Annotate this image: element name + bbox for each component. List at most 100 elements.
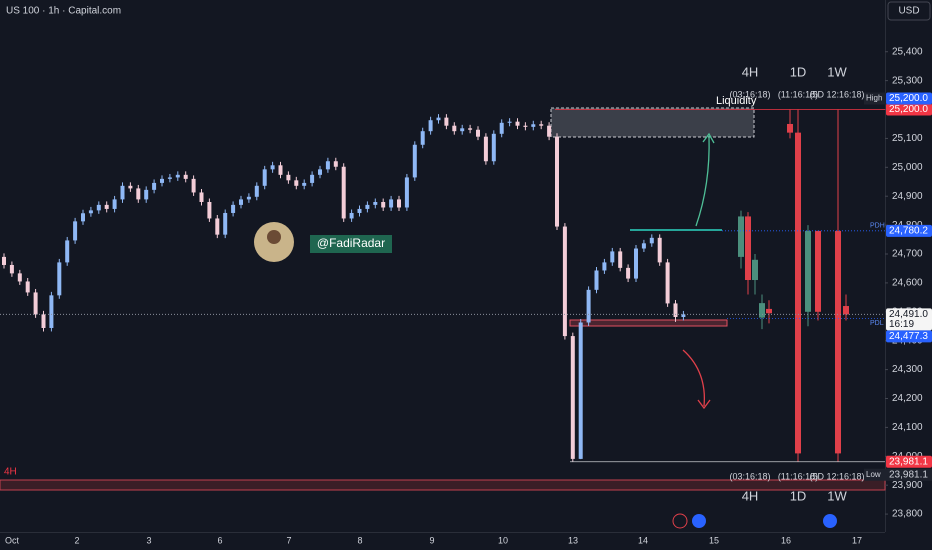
countdown: (03:16:18) (729, 89, 770, 99)
candle-body (246, 196, 251, 200)
event-icon[interactable] (692, 514, 706, 528)
candle-body (626, 267, 631, 279)
candle-body (389, 199, 394, 208)
candle-body (191, 178, 196, 193)
price-tag (886, 103, 932, 116)
candle-body (507, 121, 512, 123)
candle-body (152, 182, 157, 190)
candle-body (555, 136, 559, 227)
candle-body (96, 204, 101, 211)
candle-body (262, 169, 267, 186)
candle-body (523, 125, 528, 127)
y-tick-label: 24,600 (892, 278, 923, 289)
candle-body (199, 192, 204, 202)
candle-body (57, 262, 62, 296)
y-tick-label: 24,100 (892, 422, 923, 433)
candle-body (404, 177, 409, 208)
level-name: PDL (870, 320, 884, 327)
candle-body (452, 125, 457, 132)
currency[interactable]: USD (898, 6, 919, 17)
timeframe-label: 4H (742, 488, 759, 503)
candle-body (318, 169, 322, 175)
candle-body (436, 117, 441, 121)
price-tag (886, 330, 932, 343)
x-tick-label: 8 (357, 535, 362, 545)
candle-body (759, 303, 765, 318)
candle-body (738, 216, 744, 257)
x-tick-label: 10 (498, 535, 508, 545)
y-tick-label: 24,200 (892, 393, 923, 404)
price-tag (886, 92, 932, 105)
candle-body (444, 117, 449, 126)
x-tick-label: 2 (74, 535, 79, 545)
event-icon[interactable] (672, 513, 688, 529)
candle-body (766, 308, 772, 314)
candle-body (539, 124, 544, 126)
candle-body (223, 212, 228, 235)
candle-body (752, 259, 758, 281)
candle-body (787, 123, 793, 133)
candle-body (144, 189, 149, 200)
countdown: (5D 12:16:18) (809, 89, 864, 99)
candle-body (562, 226, 567, 337)
candle-body (9, 264, 14, 274)
candle-body (278, 165, 283, 175)
candle-body (649, 237, 654, 244)
currency-button[interactable] (887, 1, 931, 21)
candle-body (49, 295, 54, 328)
level-name: PDH (870, 223, 885, 230)
candle-body (460, 128, 465, 132)
candle-body (167, 177, 172, 179)
candle-body (570, 336, 575, 459)
candle-body (483, 136, 488, 162)
timeframe-label: 4H (742, 64, 759, 79)
candle-body (33, 292, 38, 315)
candle-body (325, 161, 330, 170)
level-name: High (866, 94, 882, 103)
candle-body (531, 124, 536, 127)
author-badge (310, 235, 392, 253)
level-name-box (864, 92, 886, 105)
event-icon[interactable] (823, 514, 837, 528)
candle-body (815, 230, 821, 312)
candle-body (476, 129, 480, 137)
candle-body (160, 178, 164, 183)
countdown: (11:16:18) (778, 89, 818, 99)
x-tick-label: 9 (429, 535, 434, 545)
price-tag-label: 25,200.0 (889, 104, 928, 115)
candle-body (183, 174, 188, 179)
candle-body (499, 122, 504, 134)
candle-body (254, 185, 259, 197)
price-tag-label: 23,981.1 (889, 469, 928, 480)
candle-body (341, 166, 346, 219)
candle-body (618, 251, 623, 268)
candle-body (420, 131, 425, 145)
candle-body (357, 208, 362, 213)
candle-body (2, 256, 6, 265)
y-tick-label: 25,100 (892, 133, 923, 144)
candle-body (586, 289, 591, 323)
zone-label: Liquidity (716, 95, 757, 107)
candle-body (207, 201, 212, 219)
price-tag-label: 24,491.0 (889, 309, 928, 320)
candle-body (365, 204, 370, 209)
level-name: Low (866, 470, 881, 479)
avatar-face (267, 230, 281, 244)
candle-body (641, 243, 646, 249)
candle-body (634, 248, 638, 279)
candle-body (412, 144, 417, 178)
candle-body (594, 270, 599, 290)
candle-body (128, 185, 133, 189)
candle-body (112, 199, 117, 209)
timeframe-label: 1W (827, 488, 847, 503)
candle-body (65, 240, 70, 263)
candle-body (239, 199, 243, 205)
candle-body (673, 303, 678, 318)
candle-body (25, 281, 30, 293)
candle-body (381, 201, 386, 208)
x-tick-label: 14 (638, 535, 648, 545)
y-tick-label: 25,400 (892, 46, 923, 57)
candle-body (491, 133, 496, 162)
